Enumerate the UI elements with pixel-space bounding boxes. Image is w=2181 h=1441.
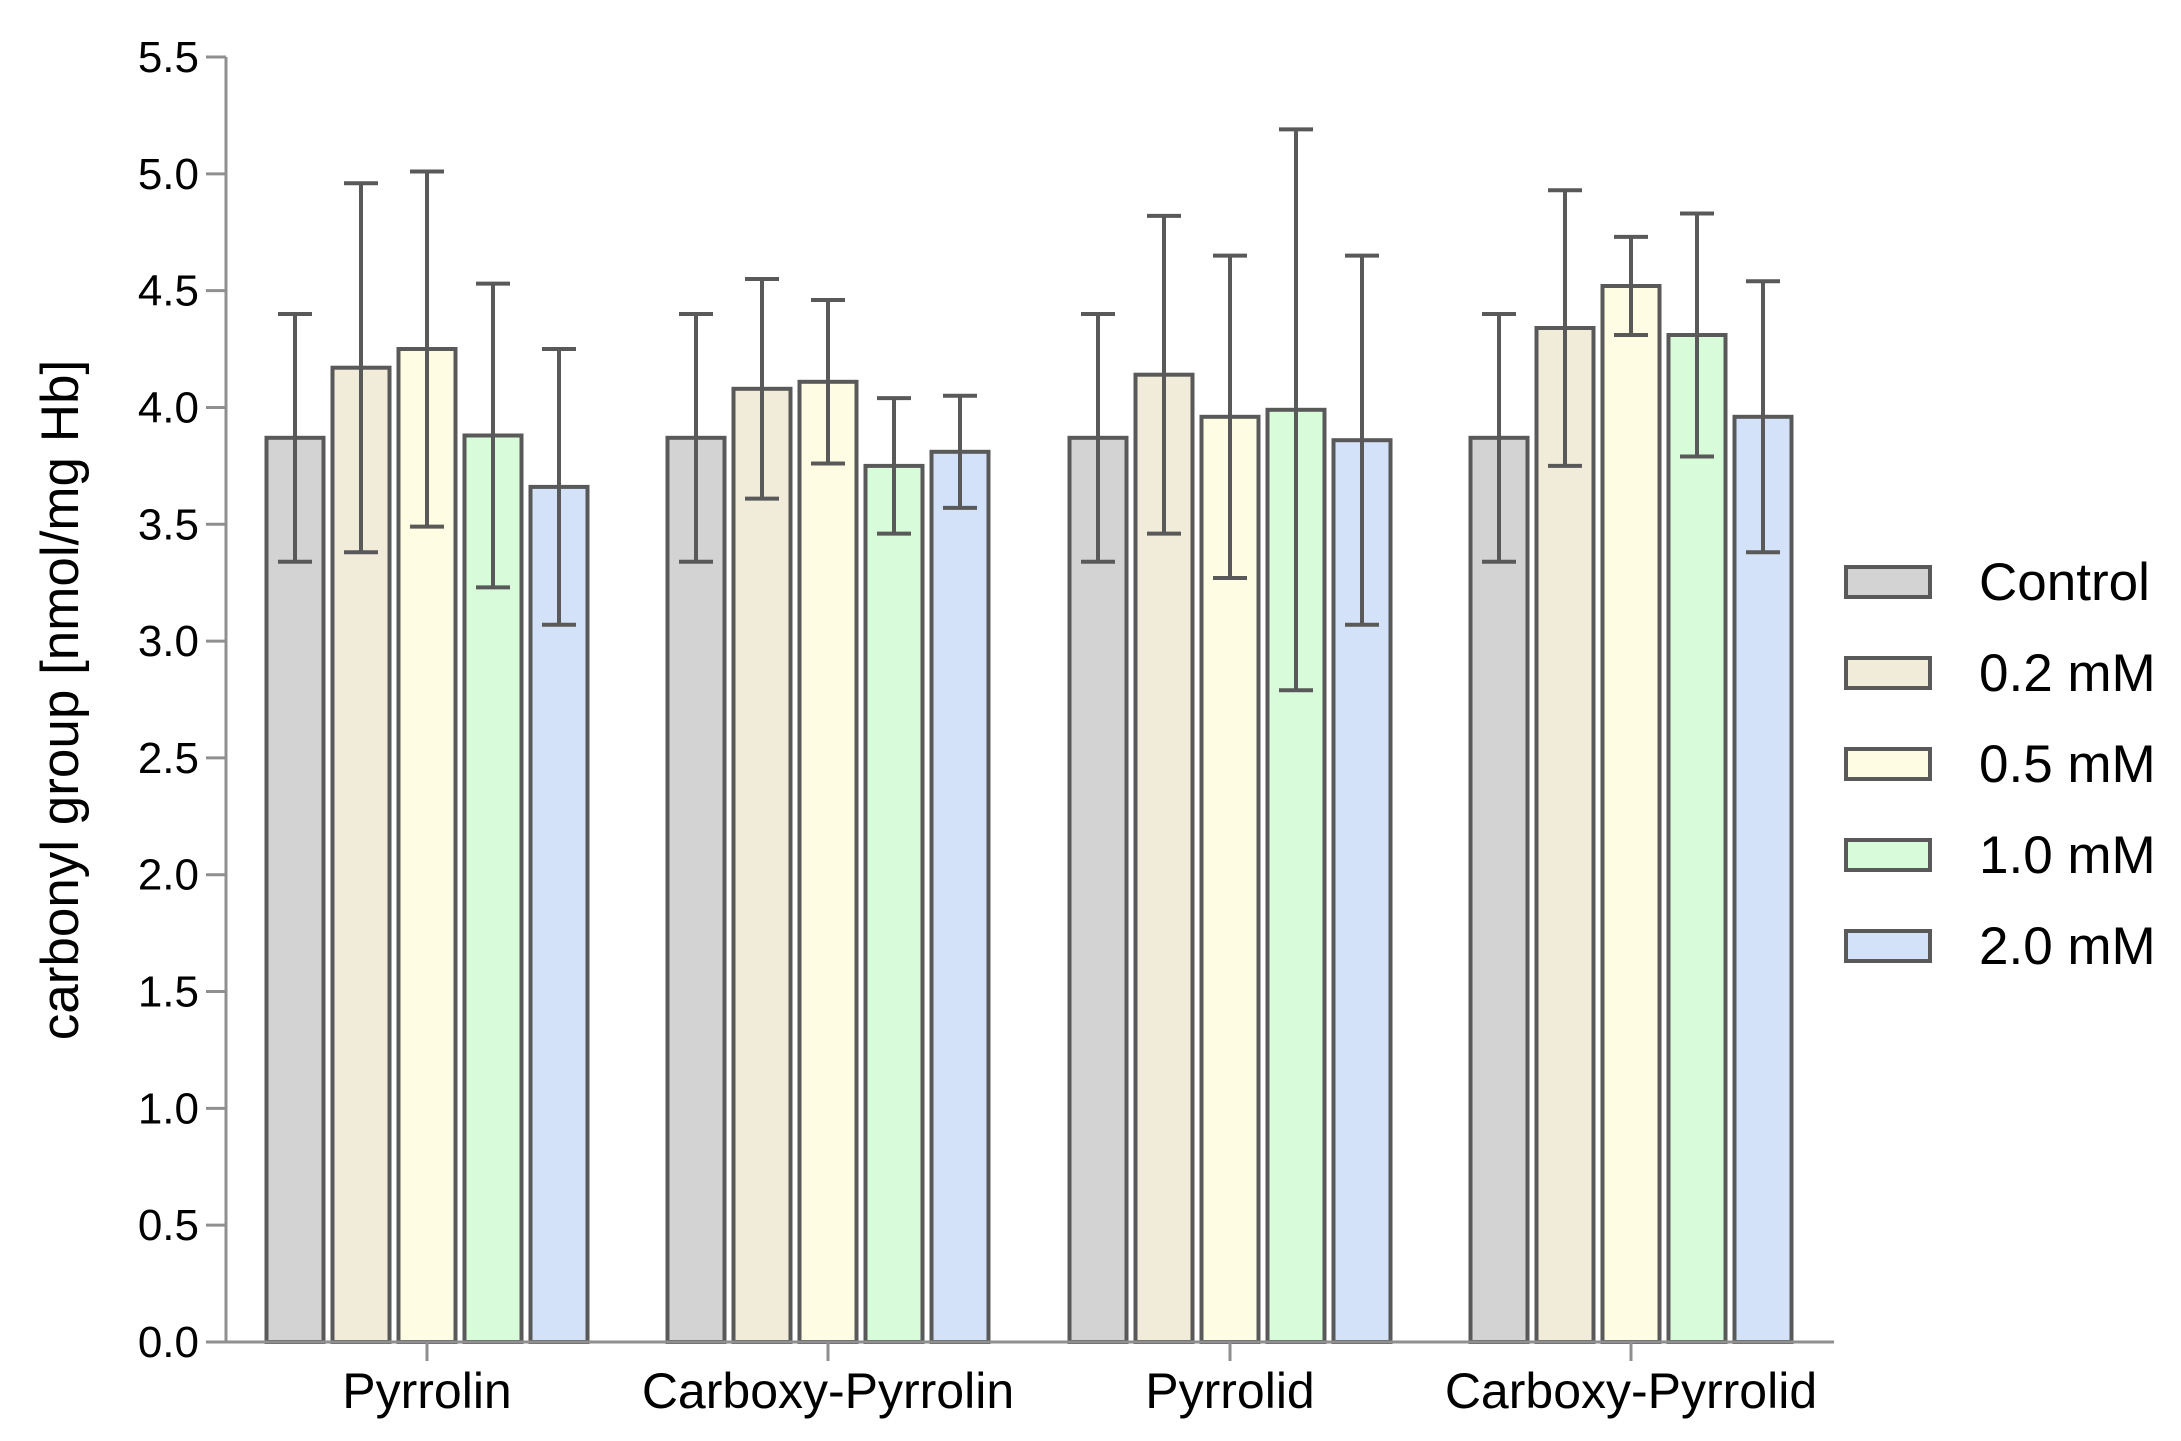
y-tick-label: 5.5 xyxy=(138,33,199,82)
bar xyxy=(1067,435,1129,1344)
legend-swatch xyxy=(1844,656,1932,690)
bar xyxy=(863,463,925,1344)
legend-swatch xyxy=(1844,838,1932,872)
bar xyxy=(1133,372,1195,1344)
y-tick-label: 4.5 xyxy=(138,267,199,316)
y-tick-label: 0.0 xyxy=(138,1318,199,1367)
legend-swatch xyxy=(1844,565,1932,599)
bar xyxy=(1732,414,1794,1344)
bar xyxy=(731,386,793,1344)
bar xyxy=(929,449,991,1344)
bar xyxy=(1600,284,1662,1344)
y-tick-label: 3.0 xyxy=(138,617,199,666)
x-tick-label: Carboxy-Pyrrolin xyxy=(642,1363,1014,1419)
y-tick-label: 4.0 xyxy=(138,383,199,432)
y-tick-label: 3.5 xyxy=(138,500,199,549)
y-tick-label: 2.0 xyxy=(138,851,199,900)
legend-swatch xyxy=(1844,747,1932,781)
y-tick-label: 1.0 xyxy=(138,1084,199,1133)
bar xyxy=(665,435,727,1344)
legend-swatch xyxy=(1844,929,1932,963)
legend-label: 0.2 mM xyxy=(1979,644,2156,703)
legend-label: 0.5 mM xyxy=(1979,735,2156,794)
legend-label: 1.0 mM xyxy=(1979,826,2156,885)
bar xyxy=(797,379,859,1344)
bar xyxy=(264,435,326,1344)
x-tick-label: Pyrrolid xyxy=(1145,1363,1314,1419)
y-axis-title: carbonyl group [nmol/mg Hb] xyxy=(31,360,90,1041)
x-tick-label: Pyrrolin xyxy=(342,1363,511,1419)
y-tick-label: 5.0 xyxy=(138,150,199,199)
y-tick-label: 2.5 xyxy=(138,734,199,783)
x-tick-label: Carboxy-Pyrrolid xyxy=(1445,1363,1817,1419)
bar xyxy=(1666,333,1728,1344)
bar xyxy=(1468,435,1530,1344)
legend-label: 2.0 mM xyxy=(1979,917,2156,976)
legend-label: Control xyxy=(1979,553,2150,612)
y-tick-label: 0.5 xyxy=(138,1201,199,1250)
bar xyxy=(1534,326,1596,1344)
y-tick-label: 1.5 xyxy=(138,968,199,1017)
